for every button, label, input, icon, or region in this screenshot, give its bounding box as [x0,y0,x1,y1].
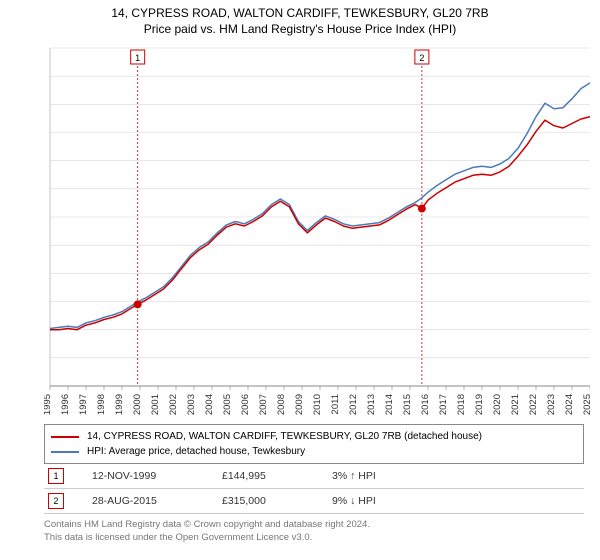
price-chart: £0£50K£100K£150K£200K£250K£300K£350K£400… [44,46,590,416]
svg-text:2002: 2002 [168,394,179,415]
svg-text:2020: 2020 [492,394,503,415]
svg-text:2003: 2003 [186,394,197,415]
svg-text:1998: 1998 [96,394,107,415]
svg-text:2007: 2007 [258,394,269,415]
svg-text:2014: 2014 [384,394,395,415]
svg-text:2017: 2017 [438,394,449,415]
marker-number-box: 1 [48,468,64,484]
footer-attribution: Contains HM Land Registry data © Crown c… [44,518,584,545]
svg-text:2015: 2015 [402,394,413,415]
chart-title-line2: Price paid vs. HM Land Registry's House … [0,20,600,40]
svg-text:2024: 2024 [564,394,575,415]
marker-pct: 9% ↓ HPI [332,495,462,507]
legend-row: 14, CYPRESS ROAD, WALTON CARDIFF, TEWKES… [51,429,577,444]
marker-number-box: 2 [48,493,64,509]
svg-text:2021: 2021 [510,394,521,415]
svg-text:2008: 2008 [276,394,287,415]
marker-detail-row: 2 28-AUG-2015£315,0009% ↓ HPI [44,489,584,514]
legend-label: 14, CYPRESS ROAD, WALTON CARDIFF, TEWKES… [87,429,482,444]
legend-label: HPI: Average price, detached house, Tewk… [87,444,305,459]
marker-price: £144,995 [222,470,332,482]
footer-line2: This data is licensed under the Open Gov… [44,531,584,544]
marker-date: 12-NOV-1999 [92,470,222,482]
svg-text:2013: 2013 [366,394,377,415]
svg-text:2009: 2009 [294,394,305,415]
svg-text:2016: 2016 [420,394,431,415]
svg-text:1999: 1999 [114,394,125,415]
svg-text:1: 1 [135,53,140,63]
marker-date: 28-AUG-2015 [92,495,222,507]
legend-row: HPI: Average price, detached house, Tewk… [51,444,577,459]
marker-table: 1 12-NOV-1999£144,9953% ↑ HPI 2 28-AUG-2015… [44,464,584,514]
legend-swatch [51,451,79,453]
svg-text:2004: 2004 [204,394,215,415]
legend-swatch [51,436,79,438]
svg-text:2006: 2006 [240,394,251,415]
chart-title-line1: 14, CYPRESS ROAD, WALTON CARDIFF, TEWKES… [0,0,600,20]
svg-text:1995: 1995 [44,394,53,415]
svg-text:2: 2 [419,53,424,63]
chart-container: 14, CYPRESS ROAD, WALTON CARDIFF, TEWKES… [0,0,600,560]
svg-text:2012: 2012 [348,394,359,415]
marker-detail-row: 1 12-NOV-1999£144,9953% ↑ HPI [44,464,584,489]
svg-text:1997: 1997 [78,394,89,415]
svg-text:2023: 2023 [546,394,557,415]
marker-price: £315,000 [222,495,332,507]
svg-text:2010: 2010 [312,394,323,415]
svg-text:2000: 2000 [132,394,143,415]
footer-line1: Contains HM Land Registry data © Crown c… [44,518,584,531]
svg-text:2005: 2005 [222,394,233,415]
legend: 14, CYPRESS ROAD, WALTON CARDIFF, TEWKES… [44,424,584,464]
svg-text:2011: 2011 [330,394,341,414]
svg-text:2022: 2022 [528,394,539,415]
svg-text:2019: 2019 [474,394,485,415]
marker-pct: 3% ↑ HPI [332,470,462,482]
svg-text:1996: 1996 [60,394,71,415]
svg-text:2018: 2018 [456,394,467,415]
svg-text:2025: 2025 [582,394,590,415]
svg-text:2001: 2001 [150,394,161,415]
